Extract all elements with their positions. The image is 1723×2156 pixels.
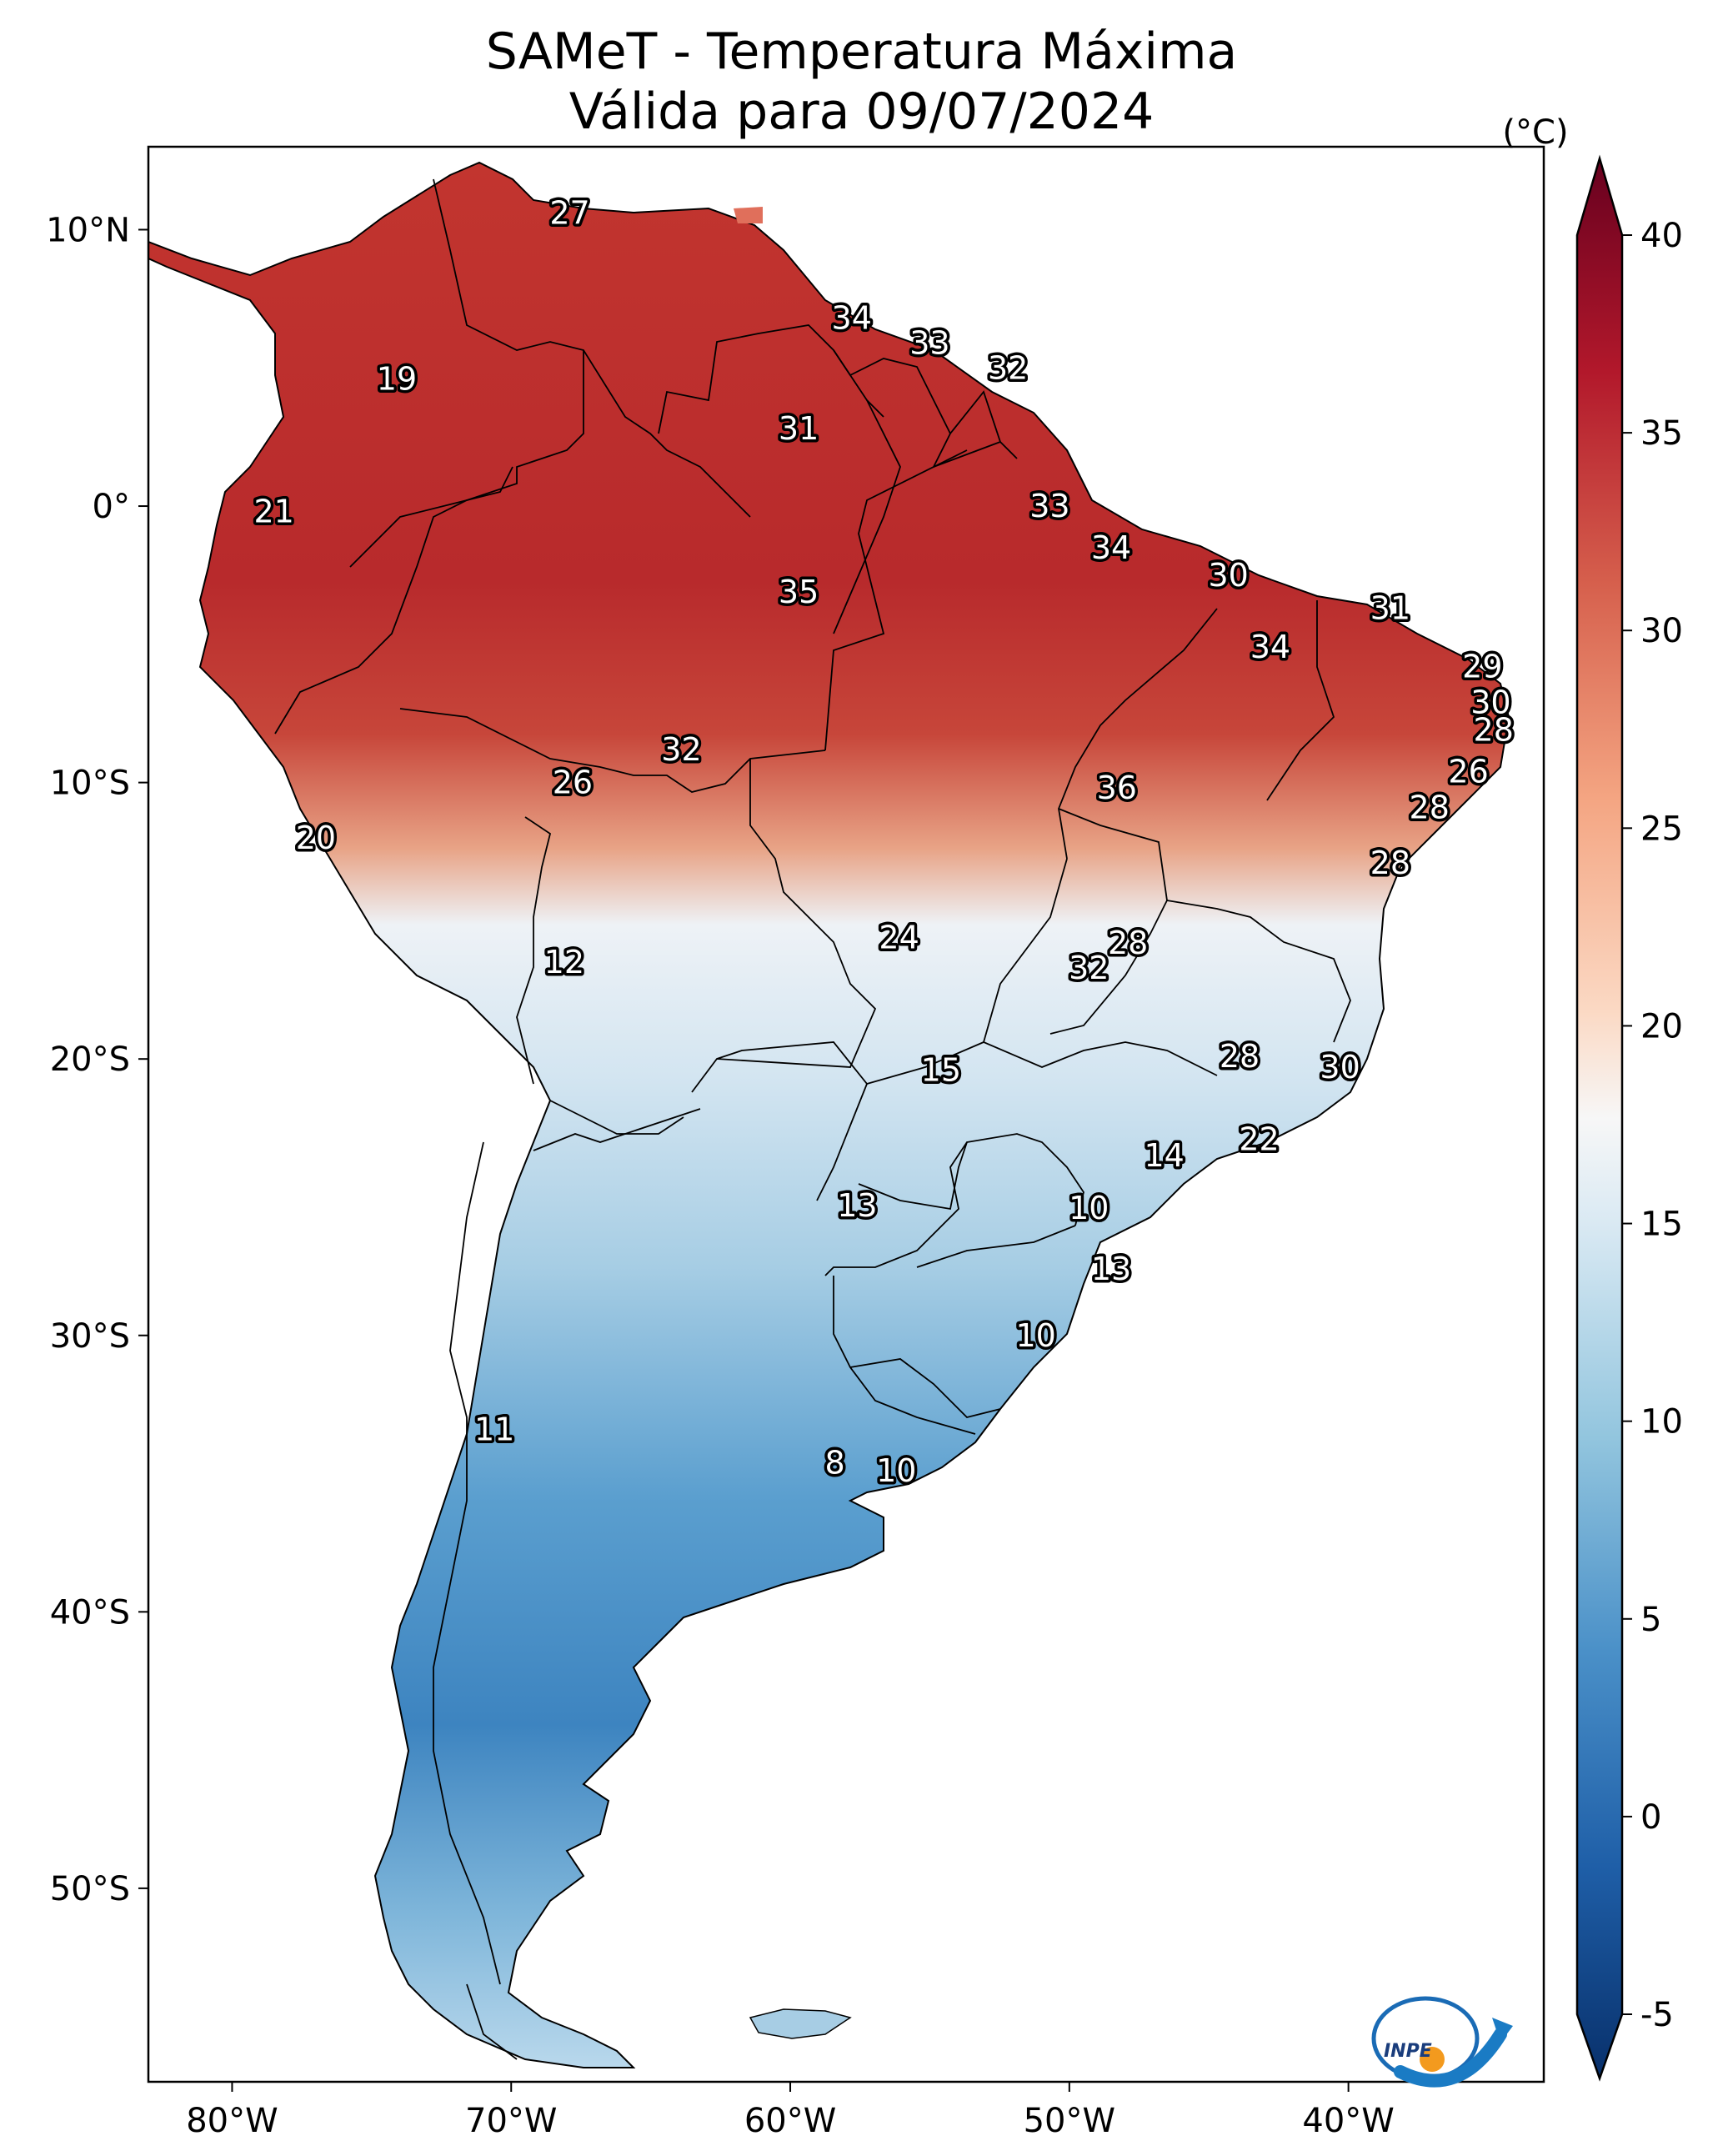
colorbar-tick-label: 35 bbox=[1640, 414, 1683, 453]
colorbar: (°C) 40 35 30 25 20 15 10 5 0 -5 bbox=[1502, 113, 1683, 2082]
temperature-label: 31 bbox=[779, 410, 819, 447]
temperature-label: 30 bbox=[1320, 1049, 1360, 1086]
temperature-label: 30 bbox=[1208, 557, 1248, 594]
colorbar-ticks: 40 35 30 25 20 15 10 5 0 -5 bbox=[1622, 217, 1683, 2034]
temperature-label: 30 bbox=[1470, 684, 1510, 720]
temperature-label: 28 bbox=[1474, 712, 1514, 749]
country-borders bbox=[274, 178, 1351, 2060]
temperature-label: 31 bbox=[1370, 590, 1410, 627]
temperature-label: 34 bbox=[832, 300, 872, 337]
temperature-label: 12 bbox=[544, 944, 584, 980]
y-tick-label: 50°S bbox=[50, 1870, 130, 1908]
temperature-label: 15 bbox=[921, 1051, 961, 1088]
south-america-landmass bbox=[148, 161, 1510, 2068]
x-tick-label: 60°W bbox=[744, 2102, 836, 2140]
x-tick-label: 80°W bbox=[186, 2102, 278, 2140]
temperature-label: 33 bbox=[909, 324, 949, 361]
colorbar-tick-label: 10 bbox=[1640, 1403, 1683, 1442]
temperature-label: 28 bbox=[1220, 1038, 1260, 1075]
temperature-label: 28 bbox=[1410, 789, 1450, 825]
colorbar-tick-label: 40 bbox=[1640, 217, 1683, 255]
map-subtitle: Válida para 09/07/2024 bbox=[568, 83, 1155, 141]
temperature-label: 10 bbox=[876, 1452, 916, 1489]
temperature-label: 32 bbox=[661, 731, 701, 768]
y-tick-label: 10°N bbox=[46, 211, 130, 249]
temperature-label: 26 bbox=[1448, 753, 1488, 790]
temperature-label: 35 bbox=[779, 574, 819, 610]
colorbar-tick-label: 0 bbox=[1640, 1798, 1661, 1837]
temperature-label: 22 bbox=[1239, 1121, 1279, 1157]
colorbar-tick-label: 25 bbox=[1640, 810, 1683, 848]
y-axis-ticks: 10°N 0° 10°S 20°S 30°S 40°S 50°S bbox=[46, 211, 148, 1908]
swoosh-arrow-icon bbox=[1394, 2028, 1507, 2088]
y-tick-label: 30°S bbox=[50, 1317, 130, 1356]
temperature-label: 8 bbox=[825, 1444, 845, 1481]
y-tick-label: 10°S bbox=[50, 765, 130, 803]
temperature-label: 20 bbox=[296, 820, 336, 856]
temperature-label: 32 bbox=[1069, 950, 1109, 986]
x-axis-ticks: 80°W 70°W 60°W 50°W 40°W bbox=[186, 2082, 1395, 2140]
continent-layer bbox=[148, 161, 1510, 2068]
temperature-label: 24 bbox=[879, 919, 919, 955]
temperature-label: 13 bbox=[1091, 1251, 1131, 1287]
temperature-label: 26 bbox=[553, 765, 593, 801]
colorbar-tick-label: 20 bbox=[1640, 1007, 1683, 1045]
x-tick-label: 50°W bbox=[1024, 2102, 1115, 2140]
y-tick-label: 0° bbox=[93, 488, 130, 526]
falkland-islands bbox=[749, 2008, 852, 2039]
temperature-label: 19 bbox=[377, 361, 417, 398]
temperature-label: 10 bbox=[1069, 1190, 1109, 1226]
temperature-label: 33 bbox=[1029, 488, 1069, 524]
temperature-label: 11 bbox=[474, 1411, 514, 1447]
temperature-label: 13 bbox=[837, 1187, 877, 1224]
colorbar-tick-label: 5 bbox=[1640, 1601, 1661, 1639]
temperature-label: 14 bbox=[1144, 1137, 1184, 1174]
logo-text: INPE bbox=[1384, 2041, 1432, 2062]
inpe-logo: INPE bbox=[1371, 1996, 1513, 2088]
y-tick-label: 20°S bbox=[50, 1040, 130, 1079]
temperature-label: 34 bbox=[1250, 629, 1290, 665]
colorbar-unit: (°C) bbox=[1502, 113, 1568, 152]
map-title: SAMeT - Temperatura Máxima bbox=[485, 23, 1238, 81]
temperature-label: 29 bbox=[1462, 648, 1502, 684]
temperature-label: 27 bbox=[549, 195, 589, 232]
map-border bbox=[147, 145, 1545, 2083]
x-tick-label: 40°W bbox=[1302, 2102, 1394, 2140]
temperature-label: 10 bbox=[1015, 1317, 1055, 1354]
colorbar-tick-label: -5 bbox=[1640, 1996, 1674, 2034]
orange-dot-icon bbox=[1420, 2047, 1445, 2072]
caribbean-islands bbox=[734, 207, 763, 223]
x-tick-label: 70°W bbox=[465, 2102, 557, 2140]
colorbar-tick-label: 30 bbox=[1640, 612, 1683, 650]
temperature-label: 34 bbox=[1091, 529, 1131, 566]
temperature-label: 28 bbox=[1370, 845, 1410, 881]
temperature-label: 32 bbox=[988, 349, 1028, 386]
temperature-label: 28 bbox=[1108, 925, 1148, 961]
colorbar-body bbox=[1575, 154, 1624, 2082]
y-tick-label: 40°S bbox=[50, 1593, 130, 1632]
temperature-label: 36 bbox=[1097, 770, 1137, 806]
colorbar-tick-label: 15 bbox=[1640, 1206, 1683, 1244]
temperature-label: 21 bbox=[253, 494, 293, 530]
